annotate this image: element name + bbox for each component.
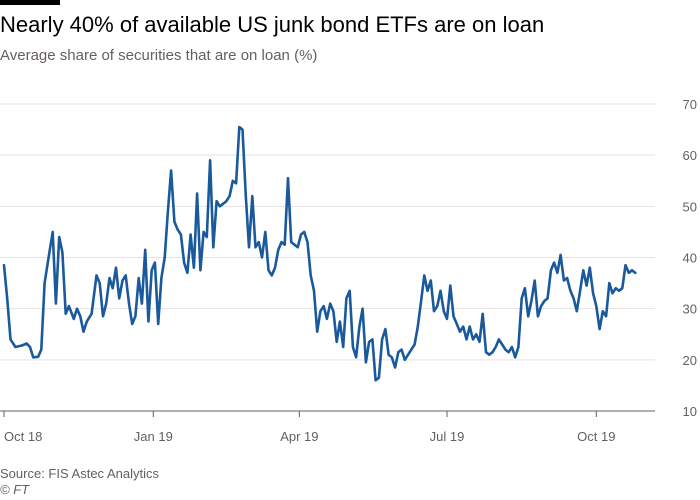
chart-subtitle: Average share of securities that are on … bbox=[0, 47, 318, 64]
y-tick-label: 30 bbox=[683, 302, 697, 317]
source-note: Source: FIS Astec Analytics bbox=[0, 466, 159, 481]
y-tick-label: 70 bbox=[683, 97, 697, 112]
y-tick-label: 40 bbox=[683, 251, 697, 266]
ft-brand-bar bbox=[0, 0, 60, 5]
y-tick-label: 60 bbox=[683, 148, 697, 163]
y-tick-label: 20 bbox=[683, 353, 697, 368]
x-tick-label: Oct 19 bbox=[577, 429, 615, 444]
x-tick-label: Jan 19 bbox=[134, 429, 173, 444]
line-chart: 10 20 30 40 50 60 70 Oct 18 Jan 19 Apr 19 Jul 19 Oc… bbox=[0, 97, 697, 444]
series-line bbox=[2, 125, 637, 382]
x-tick-label: Apr 19 bbox=[280, 429, 318, 444]
y-tick-label: 50 bbox=[683, 199, 697, 214]
y-tick-label: 10 bbox=[683, 404, 697, 419]
chart-title: Nearly 40% of available US junk bond ETF… bbox=[0, 12, 545, 37]
x-tick-label: Oct 18 bbox=[4, 429, 42, 444]
ft-credit: © FT bbox=[0, 482, 30, 497]
x-tick-label: Jul 19 bbox=[430, 429, 465, 444]
